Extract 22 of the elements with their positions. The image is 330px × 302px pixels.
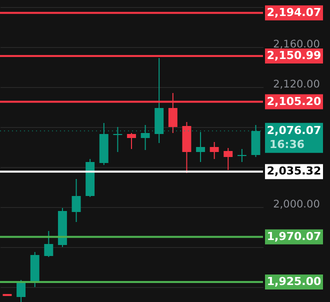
y-tick-label: 2,160.00 [273, 38, 320, 50]
candlestick [72, 178, 81, 222]
ref-line-label: 2,076.07 [266, 124, 322, 137]
candlestick [224, 148, 233, 170]
y-tick-label: 2,120.00 [273, 78, 320, 90]
candlestick [113, 126, 122, 152]
candlestick [16, 280, 26, 302]
candlestick [196, 132, 206, 162]
ref-line-label: 2,194.07 [266, 6, 322, 19]
ref-line-label: 2,150.99 [266, 49, 322, 62]
ref-line-label: 2,105.20 [266, 94, 322, 108]
ref-line-label: 1,970.07 [266, 230, 322, 243]
candlestick [237, 148, 246, 162]
candlestick [251, 124, 260, 158]
candlestick [44, 230, 54, 258]
candlestick [210, 142, 219, 160]
ref-line-label: 1,925.00 [266, 275, 322, 288]
y-tick-label: 2,000.00 [273, 198, 320, 210]
ref-line-label: 2,035.32 [266, 164, 322, 178]
candlestick [127, 132, 136, 150]
candlestick [140, 124, 150, 150]
text: 16:36 [269, 138, 305, 151]
